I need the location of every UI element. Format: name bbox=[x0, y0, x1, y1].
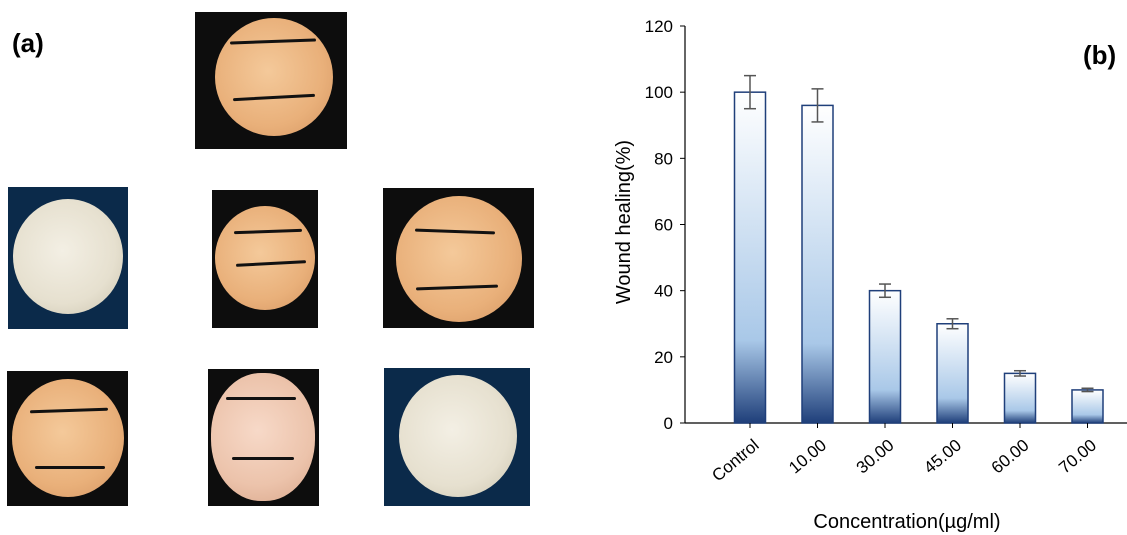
bar-chart: 0 20 40 60 80 100 120 Control 10.00 30.00 45.00 60.… bbox=[613, 17, 1127, 533]
y-tick-label: 60 bbox=[654, 216, 673, 235]
bar bbox=[868, 289, 902, 424]
microscopy-photo bbox=[383, 188, 534, 328]
bar bbox=[1071, 389, 1104, 424]
x-tick-label: 60.00 bbox=[988, 436, 1033, 478]
microscopy-photo bbox=[384, 368, 530, 506]
x-tick-label: 70.00 bbox=[1055, 436, 1100, 478]
x-tick-label: Control bbox=[708, 436, 762, 486]
y-tick-label: 40 bbox=[654, 282, 673, 301]
y-tick-label: 80 bbox=[654, 149, 673, 168]
x-tick-label: 10.00 bbox=[785, 436, 830, 478]
bar bbox=[936, 323, 969, 424]
microscopy-photo bbox=[208, 369, 319, 506]
bar bbox=[801, 104, 834, 424]
chart-error-bars bbox=[744, 74, 1094, 393]
bar bbox=[733, 91, 767, 424]
chart-bars bbox=[733, 91, 1104, 424]
x-tick-label: 45.00 bbox=[920, 436, 965, 478]
y-axis-label: Wound healing(%) bbox=[613, 140, 635, 304]
x-tick-label: 30.00 bbox=[853, 436, 898, 478]
microscopy-photo bbox=[212, 190, 318, 328]
panel-a-label: (a) bbox=[12, 28, 44, 58]
y-tick-label: 100 bbox=[645, 83, 673, 102]
y-tick-label: 0 bbox=[664, 414, 673, 433]
microscopy-photo bbox=[195, 12, 347, 149]
x-axis-label: Concentration(µg/ml) bbox=[813, 511, 1000, 533]
y-tick-label: 120 bbox=[645, 17, 673, 36]
panel-b-label: (b) bbox=[1083, 40, 1116, 70]
y-tick-label: 20 bbox=[654, 348, 673, 367]
microscopy-photo bbox=[7, 371, 128, 506]
microscopy-photo bbox=[8, 187, 128, 329]
bar bbox=[1003, 372, 1037, 424]
